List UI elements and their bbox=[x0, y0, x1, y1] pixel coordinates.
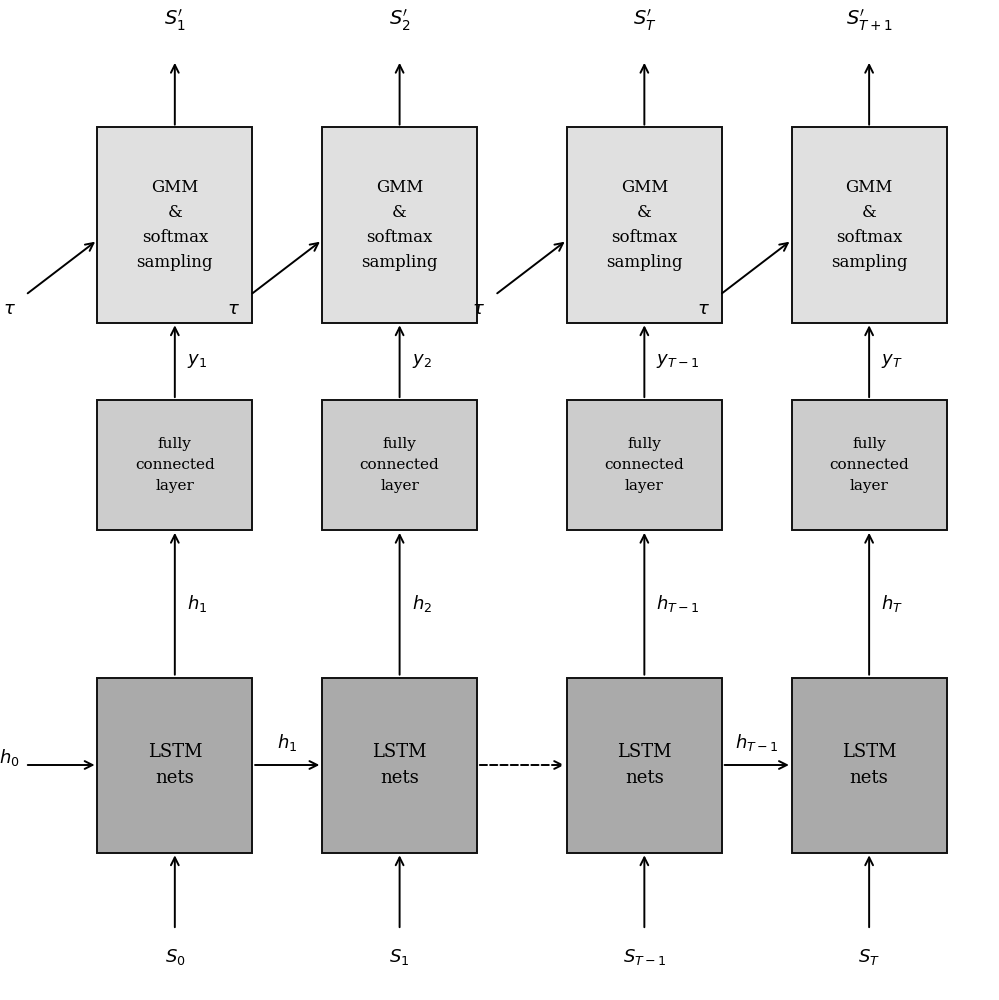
Text: $S_{2}'$: $S_{2}'$ bbox=[389, 7, 411, 33]
Text: $S_{T}$: $S_{T}$ bbox=[858, 947, 880, 967]
Text: LSTM
nets: LSTM nets bbox=[617, 743, 671, 787]
Bar bbox=[791, 678, 947, 852]
Text: $h_{T-1}$: $h_{T-1}$ bbox=[735, 732, 778, 753]
Bar bbox=[322, 400, 478, 530]
Bar bbox=[97, 400, 252, 530]
Text: fully
connected
layer: fully connected layer bbox=[829, 437, 909, 493]
Bar bbox=[322, 127, 478, 322]
Text: $S_{1}$: $S_{1}$ bbox=[390, 947, 410, 967]
Text: $S_{{T+1}}'$: $S_{{T+1}}'$ bbox=[846, 7, 892, 33]
Text: $y_{1}$: $y_{1}$ bbox=[187, 352, 207, 370]
Text: fully
connected
layer: fully connected layer bbox=[360, 437, 440, 493]
Text: $y_{2}$: $y_{2}$ bbox=[412, 352, 432, 370]
Bar bbox=[97, 678, 252, 852]
Text: $h_{2}$: $h_{2}$ bbox=[412, 593, 432, 614]
Text: $h_1$: $h_1$ bbox=[277, 732, 298, 753]
Bar bbox=[791, 127, 947, 322]
Text: $\tau$: $\tau$ bbox=[697, 300, 709, 318]
Text: GMM
&
softmax
sampling: GMM & softmax sampling bbox=[362, 179, 438, 271]
Text: $S_{0}$: $S_{0}$ bbox=[165, 947, 185, 967]
Text: $\tau$: $\tau$ bbox=[3, 300, 15, 318]
Text: $h_0$: $h_0$ bbox=[0, 746, 20, 768]
Text: $\tau$: $\tau$ bbox=[228, 300, 240, 318]
Text: $y_{{T-1}}$: $y_{{T-1}}$ bbox=[656, 352, 699, 370]
Bar bbox=[791, 400, 947, 530]
Text: LSTM
nets: LSTM nets bbox=[842, 743, 896, 787]
Bar bbox=[567, 400, 721, 530]
Text: $h_{1}$: $h_{1}$ bbox=[187, 593, 207, 614]
Text: fully
connected
layer: fully connected layer bbox=[135, 437, 215, 493]
Text: GMM
&
softmax
sampling: GMM & softmax sampling bbox=[606, 179, 682, 271]
Bar bbox=[567, 127, 721, 322]
Text: $S_{T}'$: $S_{T}'$ bbox=[632, 7, 656, 33]
Text: $S_{1}'$: $S_{1}'$ bbox=[164, 7, 186, 33]
Text: $\tau$: $\tau$ bbox=[473, 300, 486, 318]
Text: $S_{{T-1}}$: $S_{{T-1}}$ bbox=[622, 947, 666, 967]
Text: $y_{T}$: $y_{T}$ bbox=[881, 352, 903, 370]
Bar bbox=[322, 678, 478, 852]
Bar bbox=[97, 127, 252, 322]
Text: $h_{{T-1}}$: $h_{{T-1}}$ bbox=[656, 593, 699, 614]
Text: GMM
&
softmax
sampling: GMM & softmax sampling bbox=[137, 179, 213, 271]
Text: LSTM
nets: LSTM nets bbox=[148, 743, 202, 787]
Text: $h_{T}$: $h_{T}$ bbox=[881, 593, 903, 614]
Text: GMM
&
softmax
sampling: GMM & softmax sampling bbox=[831, 179, 907, 271]
Text: LSTM
nets: LSTM nets bbox=[373, 743, 427, 787]
Bar bbox=[567, 678, 721, 852]
Text: fully
connected
layer: fully connected layer bbox=[604, 437, 684, 493]
